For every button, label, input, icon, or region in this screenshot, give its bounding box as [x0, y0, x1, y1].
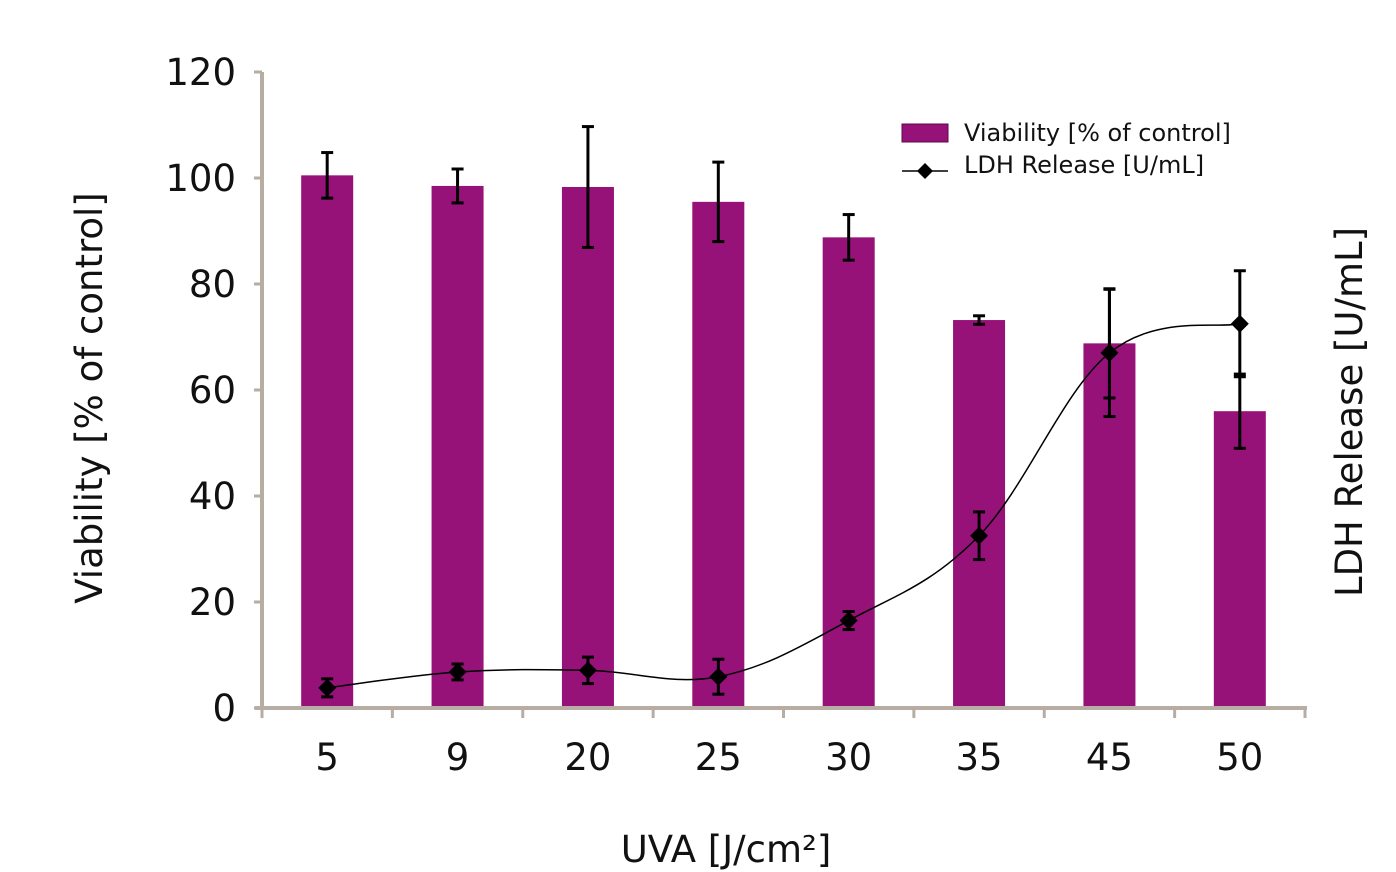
viability-bar	[431, 185, 484, 708]
bars-group	[301, 175, 1266, 709]
viability-bar	[1213, 411, 1266, 708]
y-tick-label: 80	[189, 263, 236, 306]
ldh-point	[970, 526, 989, 545]
legend-swatch-viability	[901, 123, 949, 143]
viability-bar	[822, 237, 875, 709]
ldh-point	[709, 667, 728, 686]
x-tick-label: 50	[1216, 736, 1263, 779]
x-tick-label: 9	[446, 736, 470, 779]
viability-bar	[561, 187, 614, 708]
ldh-point	[839, 611, 858, 630]
ldh-point	[448, 662, 467, 681]
ldh-point	[578, 661, 597, 680]
y-tick-label: 20	[189, 581, 236, 624]
viability-bar	[301, 175, 354, 709]
ldh-line	[327, 323, 1240, 689]
viability-bar	[692, 201, 745, 708]
x-tick-label: 20	[564, 736, 611, 779]
ldh-line-group	[318, 269, 1249, 699]
legend: Viability [% of control] LDH Release [U/…	[901, 119, 1231, 179]
ldh-point	[318, 678, 337, 697]
y-tick-label: 40	[189, 475, 236, 518]
y-tick-label: 0	[212, 687, 236, 730]
y-axis-left-title: Viability [% of control]	[68, 192, 111, 603]
legend-label-ldh: LDH Release [U/mL]	[964, 151, 1204, 179]
x-tick-label: 35	[956, 736, 1003, 779]
y-axis-right-title: LDH Release [U/mL]	[1328, 227, 1371, 597]
y-ticks: 0 20 40 60 80 100 120	[165, 51, 262, 730]
x-axis-title: UVA [J/cm²]	[621, 828, 832, 871]
x-ticks: 5 9 20 25 30 35 45 50	[260, 708, 1307, 779]
legend-marker-ldh	[917, 163, 933, 179]
y-tick-label: 100	[165, 157, 236, 200]
y-tick-label: 60	[189, 369, 236, 412]
y-tick-label: 120	[165, 51, 236, 94]
x-tick-label: 45	[1086, 736, 1133, 779]
x-tick-label: 25	[695, 736, 742, 779]
ldh-point	[1100, 343, 1119, 362]
ldh-point	[1230, 314, 1249, 333]
legend-label-viability: Viability [% of control]	[964, 119, 1231, 147]
x-tick-label: 30	[825, 736, 872, 779]
x-tick-label: 5	[315, 736, 339, 779]
